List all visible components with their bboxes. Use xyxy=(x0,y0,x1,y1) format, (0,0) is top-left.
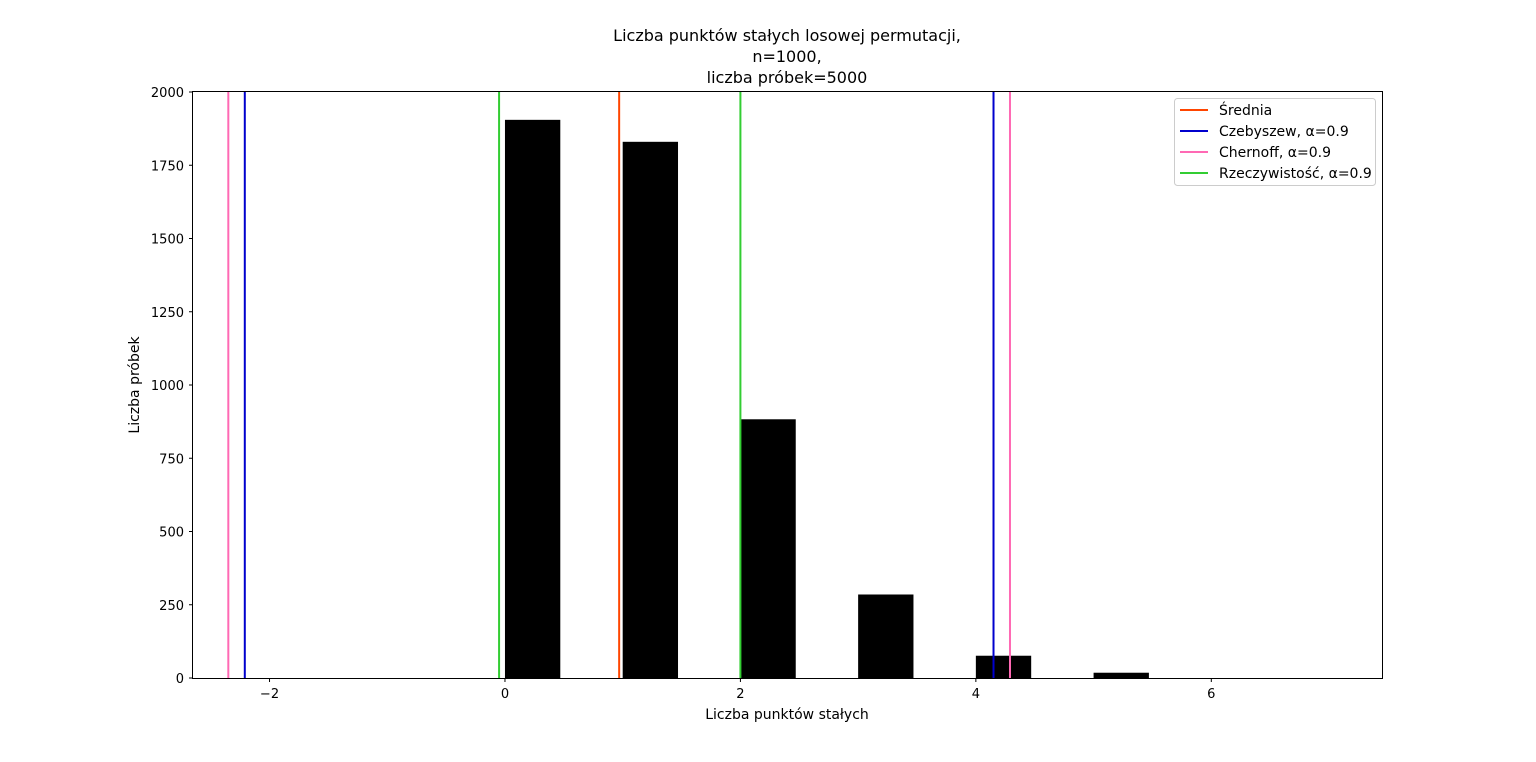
histogram-bar-0 xyxy=(504,119,561,678)
y-axis-label: Liczba próbek xyxy=(127,336,143,434)
y-tick-label-5: 1250 xyxy=(151,306,184,321)
histogram-bar-3 xyxy=(858,594,914,678)
y-tick-label-7: 1750 xyxy=(151,159,184,174)
y-tick-label-3: 750 xyxy=(159,452,184,467)
x-tick-label-1: 0 xyxy=(501,687,509,702)
x-axis-ticks: −2 0 2 4 6 xyxy=(260,678,1215,702)
x-tick-label-4: 6 xyxy=(1207,687,1215,702)
y-axis-ticks: 0 250 500 750 1000 1250 1500 1750 2000 xyxy=(151,86,193,687)
legend: Średnia Czebyszew, α=0.9 Chernoff, α=0.9 Rz… xyxy=(1174,98,1376,186)
legend-box xyxy=(1174,98,1376,186)
legend-label-2: Chernoff, α=0.9 xyxy=(1219,145,1331,161)
chart-title-line-3: liczba próbek=5000 xyxy=(707,68,868,87)
chart-title-line-1: Liczba punktów stałych losowej permutacj… xyxy=(613,26,961,45)
legend-label-1: Czebyszew, α=0.9 xyxy=(1219,124,1349,140)
y-tick-label-0: 0 xyxy=(176,672,184,687)
reference-lines-layer xyxy=(227,92,1011,678)
y-tick-label-1: 250 xyxy=(159,599,184,614)
x-tick-label-0: −2 xyxy=(260,687,279,702)
x-axis-label: Liczba punktów stałych xyxy=(705,707,869,723)
chart-title: Liczba punktów stałych losowej permutacj… xyxy=(613,26,961,87)
histogram-bar-5 xyxy=(1093,672,1149,678)
histogram-bar-4 xyxy=(975,655,1032,678)
legend-label-3: Rzeczywistość, α=0.9 xyxy=(1219,166,1372,182)
x-tick-label-2: 2 xyxy=(736,687,744,702)
histogram-bar-1 xyxy=(622,141,679,678)
y-tick-label-6: 1500 xyxy=(151,233,184,248)
chart-title-line-2: n=1000, xyxy=(752,47,821,66)
histogram-bar-2 xyxy=(740,419,796,678)
legend-label-0: Średnia xyxy=(1219,101,1272,119)
x-tick-label-3: 4 xyxy=(972,687,980,702)
bars-layer xyxy=(504,119,1149,678)
y-tick-label-8: 2000 xyxy=(151,86,184,101)
y-tick-label-4: 1000 xyxy=(151,379,184,394)
y-tick-label-2: 500 xyxy=(159,526,184,541)
